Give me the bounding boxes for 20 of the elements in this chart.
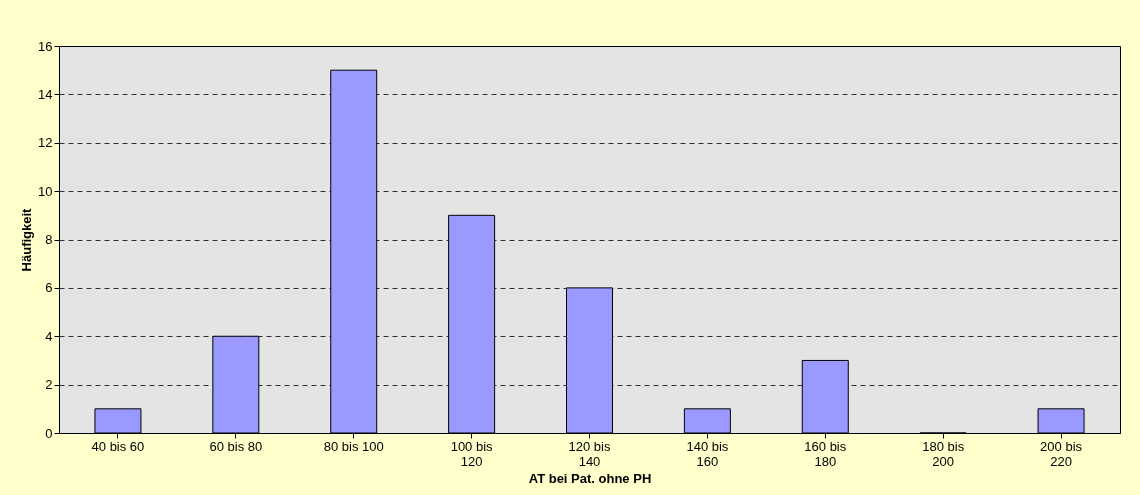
y-tick-label: 0: [45, 425, 53, 441]
y-tick-label: 8: [45, 232, 53, 247]
x-tick-label: 160 bis 180: [804, 438, 847, 469]
y-tick-label: 6: [45, 280, 53, 296]
x-tick-label: 60 bis 80: [209, 438, 263, 454]
y-tick-label: 16: [38, 38, 53, 54]
y-tick-label: 4: [45, 328, 53, 344]
y-tick-label: 10: [38, 183, 53, 199]
x-tick-label: 80 bis 100: [323, 438, 384, 454]
y-axis-title: Häufigkeit: [19, 207, 35, 272]
x-tick-label: 140 bis 160: [686, 438, 729, 469]
x-tick-label: 200 bis 220: [1040, 438, 1083, 469]
x-tick-label: 40 bis 60: [91, 438, 145, 454]
x-tick-label: 120 bis 140: [568, 438, 611, 469]
y-tick-label: 12: [38, 135, 53, 151]
x-tick-label: 100 bis 120: [450, 438, 494, 469]
x-tick-label: 180 bis 200: [922, 438, 965, 469]
y-tick-label: 2: [45, 377, 53, 393]
y-tick-label: 14: [38, 86, 53, 102]
x-axis-title: AT bei Pat. ohne PH: [528, 470, 652, 486]
